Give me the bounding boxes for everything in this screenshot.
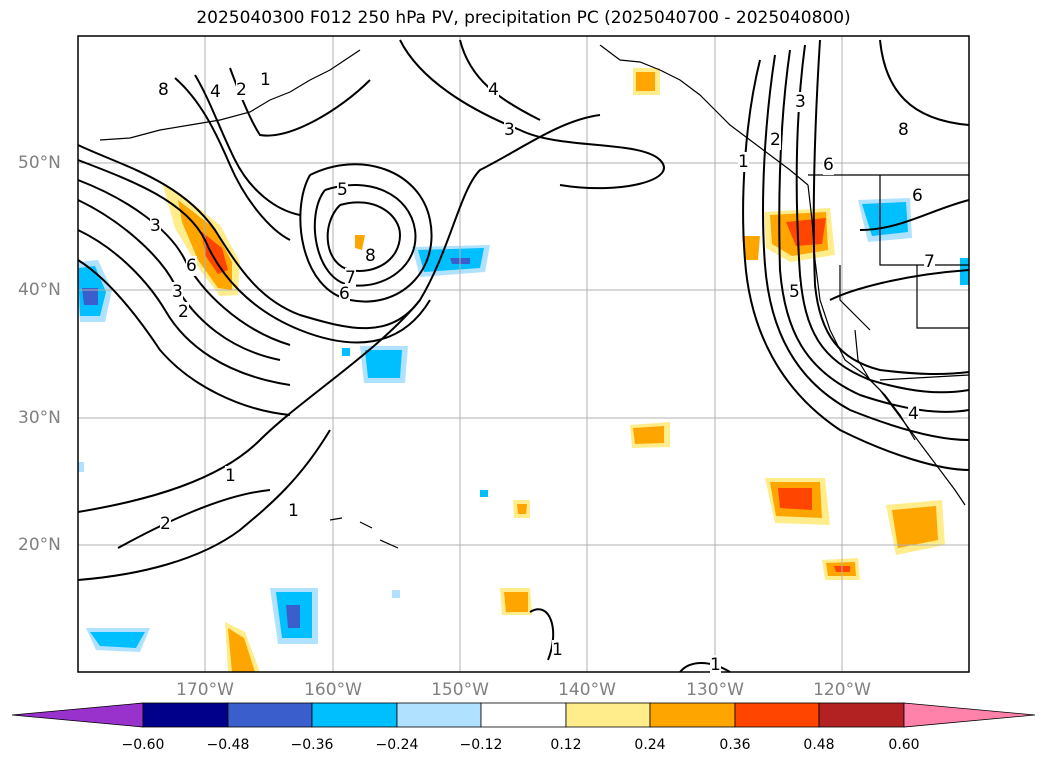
contour-label: 2 — [160, 514, 171, 534]
lon-label: 170°W — [176, 680, 234, 700]
contour-label: 6 — [186, 256, 197, 276]
colorbar-bin — [142, 702, 229, 728]
colorbar-bin — [480, 702, 567, 728]
contour-label: 4 — [908, 404, 919, 424]
contour-label: 1 — [552, 640, 563, 660]
lat-label: 50°N — [18, 153, 61, 173]
colorbar-tick-label: 0.36 — [719, 737, 751, 753]
lat-label: 40°N — [18, 280, 61, 300]
colorbar — [11, 702, 1036, 728]
colorbar-bin — [565, 702, 651, 728]
map-frame — [77, 35, 970, 673]
lat-label: 30°N — [18, 408, 61, 428]
contour-label: 1 — [260, 70, 271, 90]
colorbar-tick-label: −0.36 — [290, 737, 334, 753]
contour-label: 3 — [150, 216, 161, 236]
colorbar-tick-label: 0.48 — [803, 737, 835, 753]
colorbar-bin — [396, 702, 482, 728]
pv-contours — [77, 39, 970, 673]
colorbar-extend-high — [903, 702, 1036, 728]
colorbar-tick-label: −0.48 — [206, 737, 250, 753]
contour-label: 5 — [789, 282, 800, 302]
colorbar-extend-low — [11, 702, 144, 728]
lon-label: 120°W — [813, 680, 871, 700]
contour-label: 6 — [339, 284, 350, 304]
lon-label: 140°W — [558, 680, 616, 700]
contour-label: 2 — [770, 130, 781, 150]
colorbar-tick-label: 0.60 — [888, 737, 920, 753]
contour-label: 3 — [172, 282, 183, 302]
coastlines — [99, 44, 970, 549]
contour-label: 4 — [210, 82, 221, 102]
contour-label: 6 — [823, 155, 834, 175]
colorbar-bin — [649, 702, 736, 728]
contour-label: 4 — [488, 80, 499, 100]
lat-label: 20°N — [18, 535, 61, 555]
colorbar-bin — [311, 702, 398, 728]
colorbar-tick-label: −0.60 — [121, 737, 165, 753]
contour-label: 3 — [795, 92, 806, 112]
colorbar-tick-label: −0.24 — [375, 737, 419, 753]
colorbar-tick-label: 0.24 — [634, 737, 666, 753]
contour-label: 7 — [345, 268, 356, 288]
contour-label: 8 — [898, 120, 909, 140]
lon-label: 150°W — [431, 680, 489, 700]
contour-label: 8 — [365, 246, 376, 266]
contour-label: 6 — [912, 186, 923, 206]
colorbar-tick-label: −0.12 — [459, 737, 503, 753]
contour-label: 1 — [710, 655, 721, 675]
contour-label: 1 — [288, 501, 299, 521]
colorbar-tick-label: 0.12 — [550, 737, 582, 753]
contour-label: 7 — [924, 252, 935, 272]
colorbar-bin — [734, 702, 820, 728]
contour-label: 5 — [337, 180, 348, 200]
map-title: 2025040300 F012 250 hPa PV, precipitatio… — [196, 8, 851, 28]
contour-label: 2 — [178, 302, 189, 322]
precip-negative-shading — [78, 198, 969, 652]
lon-label: 160°W — [304, 680, 362, 700]
contour-label: 1 — [225, 466, 236, 486]
lon-label: 130°W — [686, 680, 744, 700]
colorbar-bin — [818, 702, 905, 728]
contour-label: 3 — [504, 120, 515, 140]
contour-label: 8 — [158, 80, 169, 100]
contour-label: 2 — [236, 80, 247, 100]
contour-label: 1 — [738, 152, 749, 172]
colorbar-bin — [227, 702, 313, 728]
